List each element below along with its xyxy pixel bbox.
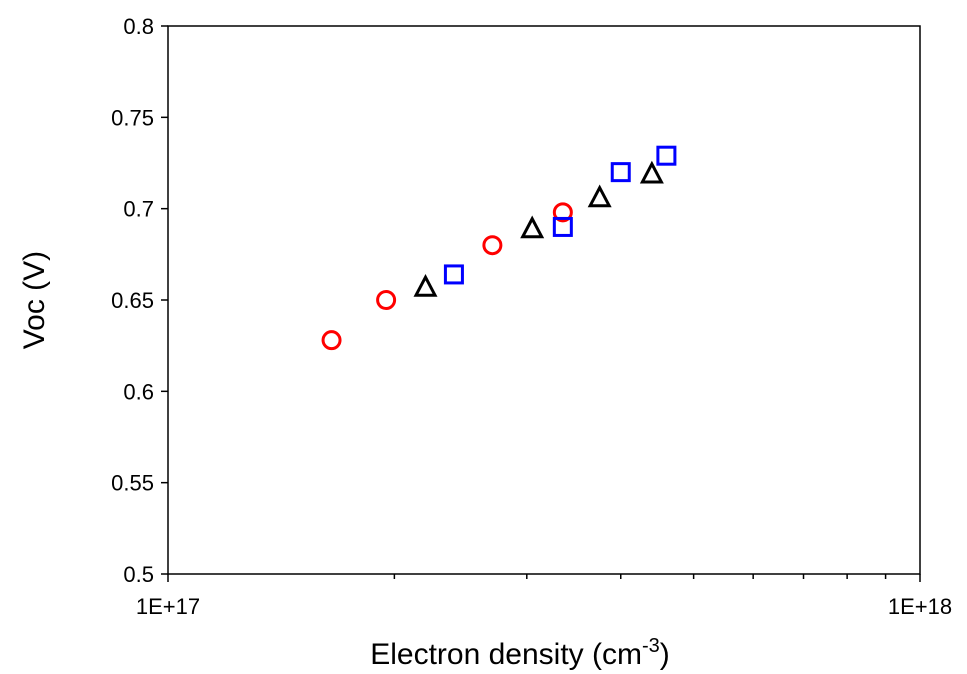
y-tick-label: 0.7 [123, 197, 154, 222]
square-marker [443, 264, 464, 285]
data-points [321, 145, 677, 351]
square-marker [610, 162, 631, 183]
circle-marker [552, 202, 573, 223]
x-axis-title: Electron density (cm-3) [370, 635, 670, 671]
x-tick-label: 1E+18 [888, 594, 952, 619]
triangle-marker [520, 215, 545, 239]
y-axis-title: Voc (V) [18, 251, 51, 349]
y-tick-label: 0.8 [123, 14, 154, 39]
y-axis: 0.5 0.55 0.6 0.65 0.7 0.75 0.8 [111, 14, 168, 587]
x-axis: 1E+17 1E+18 [136, 574, 952, 619]
square-marker [552, 216, 573, 237]
circle-marker [482, 235, 503, 256]
x-axis-title-suffix: ) [660, 638, 670, 671]
y-tick-label: 0.6 [123, 379, 154, 404]
triangle-marker [639, 160, 664, 184]
square-marker [656, 145, 677, 166]
triangle-marker [413, 273, 438, 297]
y-tick-label: 0.5 [123, 562, 154, 587]
y-tick-label: 0.55 [111, 471, 154, 496]
y-tick-label: 0.65 [111, 288, 154, 313]
y-tick-label: 0.75 [111, 105, 154, 130]
x-axis-title-superscript: -3 [642, 635, 660, 657]
circle-marker [376, 290, 397, 310]
x-tick-label: 1E+17 [136, 594, 200, 619]
triangle-marker [587, 184, 612, 208]
plot-area [167, 25, 921, 575]
circle-marker [321, 330, 342, 351]
